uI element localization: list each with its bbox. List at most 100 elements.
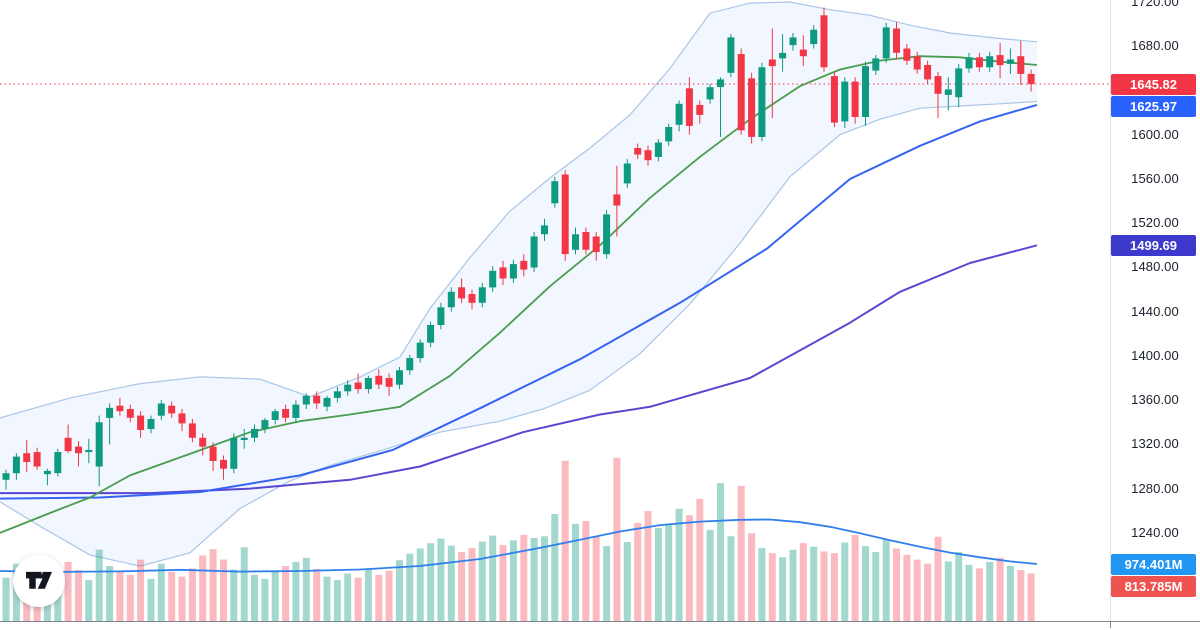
candle-body bbox=[520, 260, 528, 270]
volume-bar bbox=[737, 485, 745, 621]
axis-corner-tick bbox=[1110, 622, 1111, 628]
volume-bar bbox=[333, 580, 341, 621]
candle-body bbox=[541, 225, 548, 235]
tradingview-logo[interactable] bbox=[13, 555, 65, 607]
volume-bar bbox=[230, 569, 238, 621]
candle-body bbox=[437, 307, 445, 325]
volume-bar bbox=[375, 574, 383, 621]
price-tick-label: 1400.00 bbox=[1131, 347, 1179, 363]
candle-body bbox=[685, 88, 693, 126]
candle-body bbox=[271, 411, 279, 420]
price-tick-label: 1360.00 bbox=[1131, 392, 1179, 408]
volume-bar bbox=[934, 536, 942, 621]
candle-body bbox=[799, 49, 807, 57]
price-tick-label: 1520.00 bbox=[1131, 215, 1179, 231]
volume-bar bbox=[665, 525, 673, 621]
candle-body bbox=[344, 384, 352, 392]
volume-bar bbox=[530, 538, 538, 621]
volume-bar bbox=[748, 533, 756, 621]
candle-body bbox=[830, 76, 838, 123]
volume-bar bbox=[789, 549, 797, 621]
volume-bar bbox=[126, 574, 134, 621]
price-axis[interactable]: 1720.00 1680.00 1600.00 1560.00 1520.00 1480.… bbox=[1110, 0, 1200, 621]
candle-body bbox=[323, 397, 331, 407]
volume-bar bbox=[416, 548, 424, 621]
volume-bar bbox=[427, 543, 435, 621]
candle-body bbox=[333, 391, 341, 398]
candle-body bbox=[810, 29, 818, 45]
candle-body bbox=[209, 446, 217, 461]
candle-body bbox=[230, 437, 238, 469]
candle-body bbox=[157, 403, 165, 416]
volume-bar bbox=[872, 552, 880, 621]
volume-bar bbox=[1017, 570, 1025, 621]
volume-bar bbox=[261, 578, 269, 621]
candle-body bbox=[717, 79, 724, 88]
price-tick-label: 1720.00 bbox=[1131, 0, 1179, 9]
candle-body bbox=[1027, 73, 1035, 85]
volume-bar bbox=[364, 569, 372, 621]
candle-body bbox=[396, 370, 403, 385]
candle-body bbox=[427, 325, 435, 343]
ma-indigo-badge: 1499.69 bbox=[1111, 235, 1196, 257]
candle-body bbox=[75, 446, 82, 454]
candle-body bbox=[95, 422, 103, 467]
candle-body bbox=[64, 437, 72, 452]
volume-bar bbox=[509, 540, 517, 621]
candle-body bbox=[644, 150, 652, 161]
candle-body bbox=[188, 423, 196, 438]
price-tick-label: 1680.00 bbox=[1131, 38, 1179, 54]
volume-bar bbox=[354, 577, 362, 621]
candle-body bbox=[126, 409, 134, 418]
volume-bar bbox=[282, 566, 290, 621]
candle-body bbox=[768, 59, 776, 67]
candle-body bbox=[302, 395, 310, 405]
candle-body bbox=[385, 378, 393, 387]
candle-body bbox=[820, 15, 828, 68]
candle-body bbox=[530, 236, 538, 268]
candle-body bbox=[789, 37, 797, 46]
volume-bar bbox=[313, 569, 321, 621]
volume-bar bbox=[499, 545, 507, 621]
candle-body bbox=[137, 415, 145, 430]
candle-body bbox=[489, 270, 497, 288]
volume-bar bbox=[592, 536, 600, 621]
volume-bar bbox=[75, 570, 82, 621]
candle-body bbox=[406, 358, 414, 371]
candle-body bbox=[779, 52, 787, 59]
volume-bar bbox=[271, 570, 279, 621]
candle-body bbox=[416, 342, 424, 359]
price-tick-label: 1280.00 bbox=[1131, 480, 1179, 496]
volume-bar bbox=[385, 570, 393, 621]
volume-bar bbox=[654, 528, 662, 621]
time-axis-border bbox=[0, 621, 1200, 622]
volume-bar bbox=[882, 539, 890, 621]
candle-body bbox=[292, 404, 300, 418]
candle-body bbox=[903, 48, 911, 61]
volume-bar bbox=[851, 535, 859, 621]
candle-body bbox=[572, 234, 579, 250]
volume-bar bbox=[924, 563, 932, 621]
candle-body bbox=[458, 287, 466, 299]
volume-bar bbox=[85, 580, 93, 621]
candle-body bbox=[603, 214, 611, 255]
volume-bar bbox=[188, 568, 196, 621]
volume-bar bbox=[199, 555, 207, 621]
volume-bar bbox=[178, 576, 186, 621]
volume-bar bbox=[903, 554, 911, 621]
candle-body bbox=[913, 56, 921, 70]
price-tick-label: 1440.00 bbox=[1131, 303, 1179, 319]
candle-body bbox=[354, 382, 362, 390]
candle-body bbox=[996, 55, 1004, 66]
chart-canvas[interactable] bbox=[0, 0, 1110, 630]
volume-bar bbox=[955, 552, 963, 621]
volume-bar bbox=[240, 547, 248, 621]
candle-body bbox=[748, 78, 756, 137]
candle-body bbox=[23, 453, 31, 462]
candle-body bbox=[168, 405, 176, 414]
volume-bar bbox=[986, 561, 994, 621]
bollinger-band-fill bbox=[0, 2, 1037, 567]
volume-bar bbox=[106, 566, 114, 621]
candle-body bbox=[447, 291, 455, 308]
